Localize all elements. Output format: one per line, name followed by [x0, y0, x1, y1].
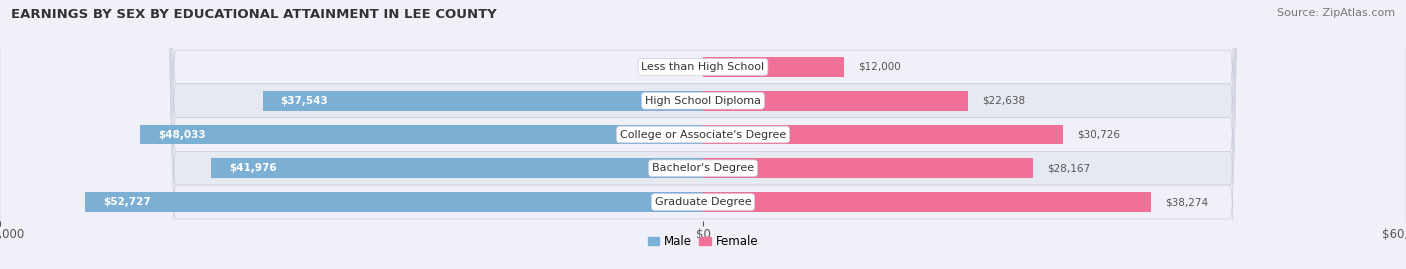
Bar — [703, 125, 1063, 144]
Bar — [703, 158, 1033, 178]
Text: $12,000: $12,000 — [858, 62, 900, 72]
Bar — [703, 192, 1152, 212]
Bar — [86, 192, 703, 212]
Bar — [263, 91, 703, 111]
Text: $30,726: $30,726 — [1077, 129, 1121, 140]
Text: Graduate Degree: Graduate Degree — [655, 197, 751, 207]
Text: College or Associate's Degree: College or Associate's Degree — [620, 129, 786, 140]
Text: $22,638: $22,638 — [983, 96, 1025, 106]
Bar — [703, 57, 844, 77]
Text: Bachelor's Degree: Bachelor's Degree — [652, 163, 754, 173]
Text: $52,727: $52,727 — [103, 197, 150, 207]
Text: Less than High School: Less than High School — [641, 62, 765, 72]
Text: $28,167: $28,167 — [1047, 163, 1090, 173]
Text: Source: ZipAtlas.com: Source: ZipAtlas.com — [1277, 8, 1395, 18]
Text: High School Diploma: High School Diploma — [645, 96, 761, 106]
Text: $0: $0 — [672, 62, 686, 72]
Text: $37,543: $37,543 — [281, 96, 329, 106]
Text: $38,274: $38,274 — [1166, 197, 1209, 207]
Text: $48,033: $48,033 — [157, 129, 205, 140]
Legend: Male, Female: Male, Female — [643, 230, 763, 253]
Text: EARNINGS BY SEX BY EDUCATIONAL ATTAINMENT IN LEE COUNTY: EARNINGS BY SEX BY EDUCATIONAL ATTAINMEN… — [11, 8, 496, 21]
Text: $41,976: $41,976 — [229, 163, 277, 173]
Bar — [703, 91, 969, 111]
Bar — [141, 125, 703, 144]
Bar — [211, 158, 703, 178]
